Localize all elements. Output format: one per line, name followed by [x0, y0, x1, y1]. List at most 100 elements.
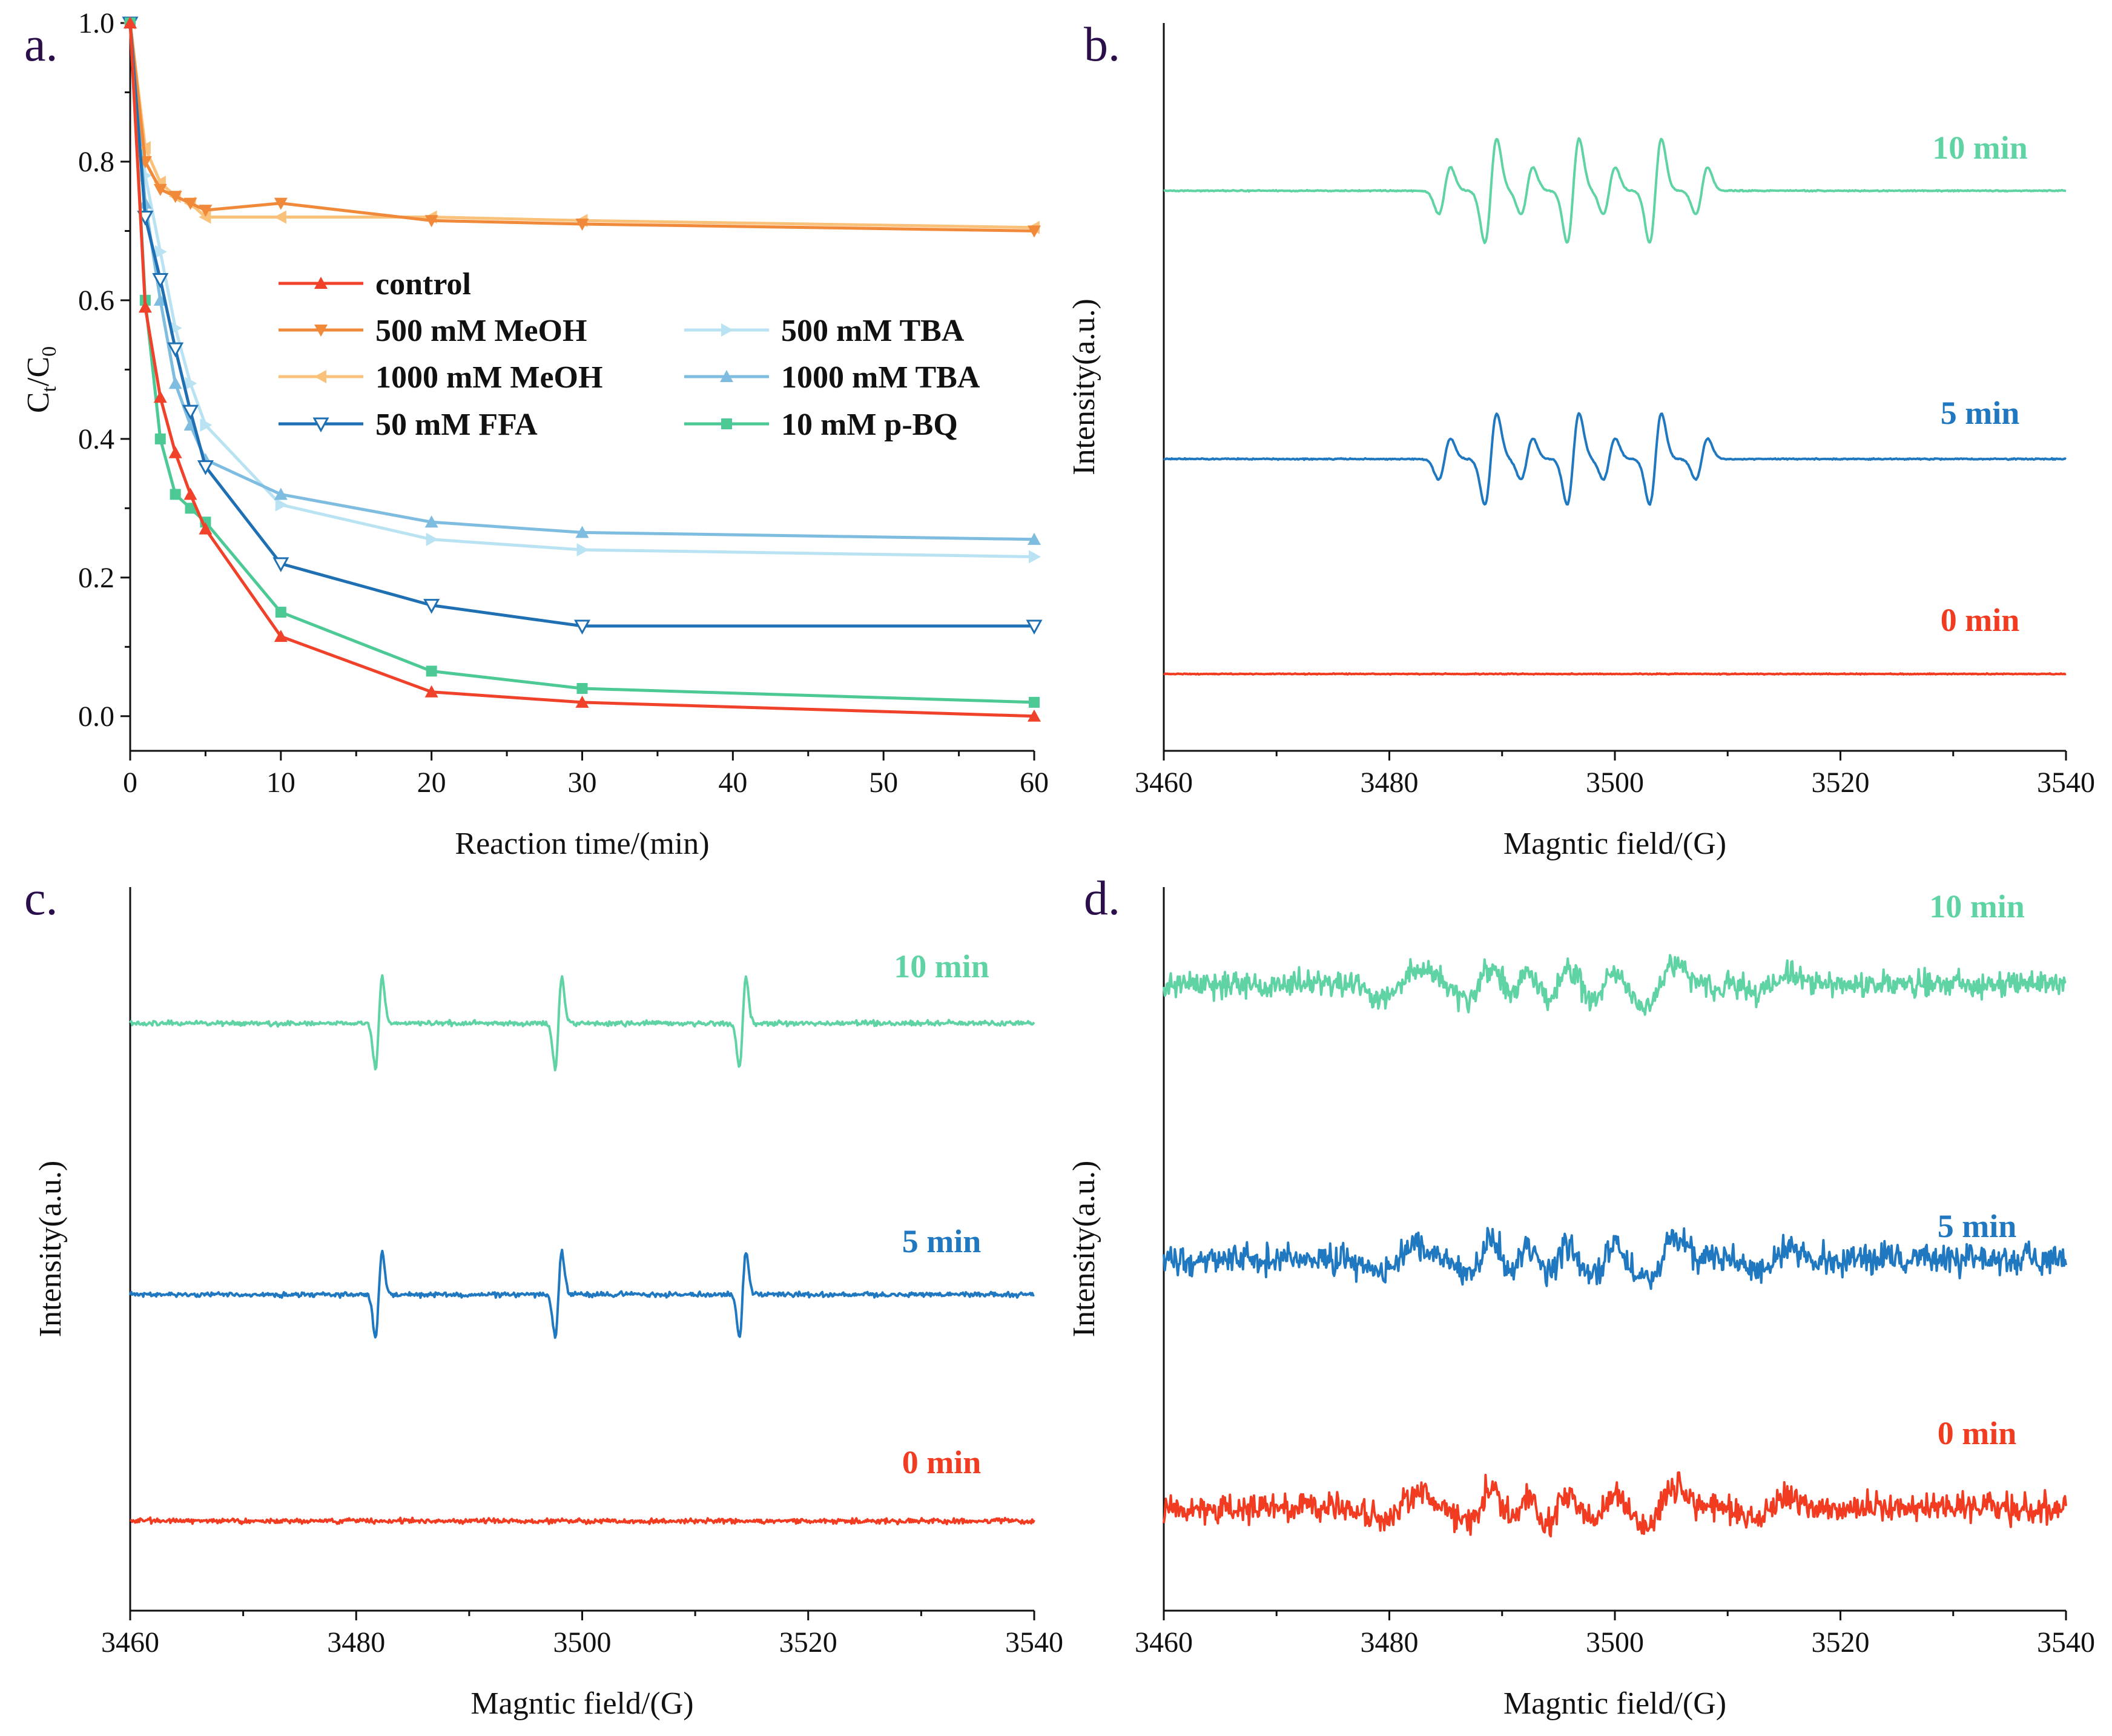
data-point-ffa50 [182, 404, 199, 420]
data-point-control [138, 300, 152, 313]
data-point-meoh1000 [274, 210, 286, 224]
series-line-tba1000 [128, 22, 1035, 541]
data-point-tba500 [200, 418, 213, 432]
x-tick-label: 3480 [327, 1626, 385, 1658]
data-point-tba500 [426, 532, 438, 546]
y-tick-label: 0.2 [78, 562, 114, 594]
data-point-control [424, 685, 438, 698]
spectrum-t0 [130, 1516, 1035, 1526]
data-point-tba500 [185, 377, 197, 391]
data-point-control [575, 695, 589, 708]
y-axis-title: Intensity(a.u.) [33, 1161, 68, 1338]
time-label-t0: 0 min [1941, 602, 2020, 638]
data-point-pbq10 [426, 665, 437, 677]
data-point-meoh1000 [199, 210, 211, 224]
data-point-ffa50 [152, 273, 169, 288]
x-tick-label: 20 [417, 767, 446, 799]
data-point-ffa50 [423, 599, 440, 614]
panel-label-a: a. [24, 18, 58, 71]
time-label-t10: 10 min [1932, 130, 2028, 166]
x-tick-label: 3540 [1005, 1626, 1063, 1658]
data-point-pbq10 [185, 503, 196, 514]
x-tick-label: 0 [123, 767, 137, 799]
data-point-tba1000 [1028, 532, 1041, 545]
x-tick-label: 3540 [2037, 1626, 2095, 1658]
legend-label-tba1000: 1000 mM TBA [781, 360, 980, 395]
x-tick-label: 3460 [1135, 767, 1193, 799]
x-tick-label: 3540 [2037, 767, 2095, 799]
spectrum-t0 [1163, 672, 2067, 676]
series-line-meoh1000 [128, 22, 1035, 229]
legend-marker-ffa50 [312, 417, 329, 433]
data-point-meoh500 [183, 197, 197, 210]
time-label-t0: 0 min [902, 1444, 982, 1480]
data-point-control [274, 630, 288, 642]
series-meoh500 [124, 18, 1041, 238]
y-title-slash: /C [21, 357, 56, 386]
spectrum-t10 [1163, 954, 2067, 1016]
data-point-tba1000 [575, 526, 589, 538]
panel-c-chart: c. 3460 3480 3500 3520 3540 Magntic field/(G) I… [24, 872, 1063, 1721]
data-point-control [199, 522, 213, 535]
y-tick-label: 0.4 [78, 423, 114, 455]
data-point-pbq10 [154, 433, 166, 444]
x-tick-label: 3480 [1361, 767, 1419, 799]
data-point-ffa50 [272, 557, 289, 573]
spectrum-t0 [1163, 1471, 2067, 1538]
data-point-meoh500 [153, 183, 167, 196]
x-tick-label: 3500 [1586, 767, 1644, 799]
data-point-control [1028, 709, 1041, 722]
legend-label-control: control [375, 267, 471, 302]
legend-label-tba500: 500 mM TBA [781, 314, 965, 348]
legend-marker-meoh1000 [314, 370, 326, 383]
x-tick-label: 30 [568, 767, 597, 799]
data-point-ffa50 [1026, 619, 1043, 635]
series-line-tba500 [128, 22, 1035, 558]
x-tick-label: 3520 [1812, 1626, 1870, 1658]
spectrum-t10 [129, 974, 1035, 1072]
data-point-meoh500 [424, 215, 438, 228]
y-tick-label: 0.8 [78, 146, 114, 178]
x-tick-label: 3520 [779, 1626, 837, 1658]
series-meoh1000 [124, 16, 1040, 234]
y-title-sub1: t [38, 386, 61, 392]
legend-label-meoh500: 500 mM MeOH [375, 314, 587, 348]
y-tick-label: 0.6 [78, 285, 114, 317]
series-ffa50 [122, 16, 1043, 635]
x-tick-label: 3480 [1361, 1626, 1419, 1658]
panel-label-c: c. [24, 872, 58, 925]
x-axis-title: Magntic field/(G) [470, 1686, 693, 1721]
spectrum-t10 [1163, 137, 2067, 245]
data-point-ffa50 [197, 460, 214, 475]
data-point-control [168, 446, 182, 458]
series-line-meoh500 [128, 22, 1035, 233]
panel-d-chart: d. 3460 3480 3500 3520 3540 Magntic field/(G) I… [1067, 872, 2095, 1721]
spectrum-t5 [1163, 412, 2067, 506]
data-point-control [124, 16, 137, 28]
data-point-meoh500 [168, 191, 182, 203]
series-control [124, 16, 1041, 722]
series-tba500 [125, 16, 1041, 564]
time-label-t5: 5 min [1941, 395, 2020, 431]
series-line-control [128, 22, 1035, 718]
x-tick-label: 60 [1020, 767, 1049, 799]
x-tick-label: 3460 [1135, 1626, 1193, 1658]
y-tick-label: 1.0 [78, 7, 114, 39]
data-point-tba500 [576, 543, 589, 557]
x-tick-label: 3460 [101, 1626, 159, 1658]
data-point-meoh500 [575, 218, 589, 231]
legend: control 500 mM MeOH 1000 mM MeOH 50 mM FFA 5… [279, 267, 980, 442]
panel-label-b: b. [1084, 18, 1120, 71]
data-point-tba1000 [424, 515, 438, 528]
y-title-main: C [21, 392, 56, 413]
data-point-pbq10 [275, 607, 286, 618]
y-axis-title: Intensity(a.u.) [1067, 299, 1101, 475]
time-label-t0: 0 min [1938, 1415, 2017, 1451]
y-tick-label: 0.0 [78, 701, 114, 733]
y-title-sub2: 0 [38, 346, 61, 357]
x-tick-label: 10 [266, 767, 295, 799]
data-point-meoh500 [1028, 225, 1041, 238]
data-point-pbq10 [1029, 696, 1040, 708]
data-point-pbq10 [170, 489, 181, 500]
legend-label-pbq10: 10 mM p-BQ [781, 408, 958, 442]
